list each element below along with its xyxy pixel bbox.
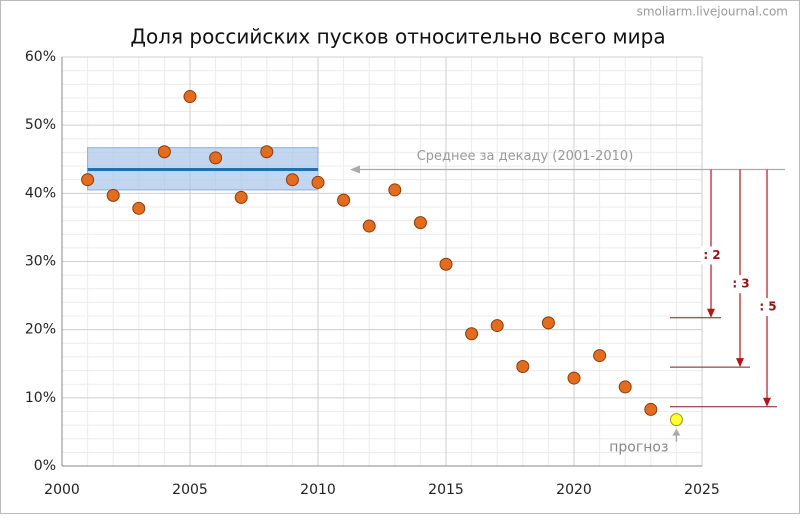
y-tick-label: 30% <box>25 254 56 270</box>
point <box>234 190 248 204</box>
point <box>413 216 427 230</box>
arrowhead <box>707 308 715 318</box>
y-tick-label: 50% <box>25 117 56 133</box>
division-label-bg <box>701 246 723 265</box>
watermark: smoliarm.livejournal.com <box>637 5 788 19</box>
point <box>337 193 351 207</box>
y-tick-label: 0% <box>34 458 56 474</box>
point <box>106 188 120 202</box>
point <box>81 173 95 187</box>
division-label: : 5 <box>759 300 776 314</box>
point <box>516 359 530 373</box>
y-tick-label: 40% <box>25 185 56 201</box>
division-label: : 3 <box>732 277 749 291</box>
point <box>465 327 479 341</box>
point <box>593 349 607 363</box>
arrowhead <box>350 165 360 174</box>
y-tick-label: 60% <box>25 49 56 65</box>
forecast-point <box>669 413 683 427</box>
point <box>183 90 197 104</box>
x-tick-label: 2000 <box>44 482 80 498</box>
point <box>260 145 274 159</box>
x-tick-label: 2010 <box>300 482 336 498</box>
arrowhead <box>672 428 681 436</box>
x-tick-label: 2005 <box>172 482 208 498</box>
point <box>439 257 453 271</box>
point <box>644 402 658 416</box>
point <box>618 380 632 394</box>
y-tick-label: 10% <box>25 390 56 406</box>
point <box>209 151 223 165</box>
point <box>567 371 581 385</box>
point <box>362 219 376 233</box>
x-tick-label: 2015 <box>428 482 464 498</box>
chart-title: Доля российских пусков относительно всег… <box>130 25 665 49</box>
point <box>541 316 555 330</box>
division-label: : 2 <box>703 248 720 262</box>
division-label-bg <box>757 298 779 317</box>
forecast-label: прогноз <box>609 440 668 456</box>
arrowhead <box>736 358 744 368</box>
division-label-bg <box>730 275 752 294</box>
point <box>157 145 171 159</box>
mean-label: Среднее за декаду (2001-2010) <box>417 149 634 164</box>
x-tick-label: 2025 <box>684 482 720 498</box>
arrowhead <box>763 397 771 407</box>
y-tick-label: 20% <box>25 322 56 338</box>
x-tick-label: 2020 <box>556 482 592 498</box>
point <box>132 201 146 215</box>
point <box>285 173 299 187</box>
point <box>311 175 325 189</box>
point <box>388 183 402 197</box>
point <box>490 319 504 333</box>
